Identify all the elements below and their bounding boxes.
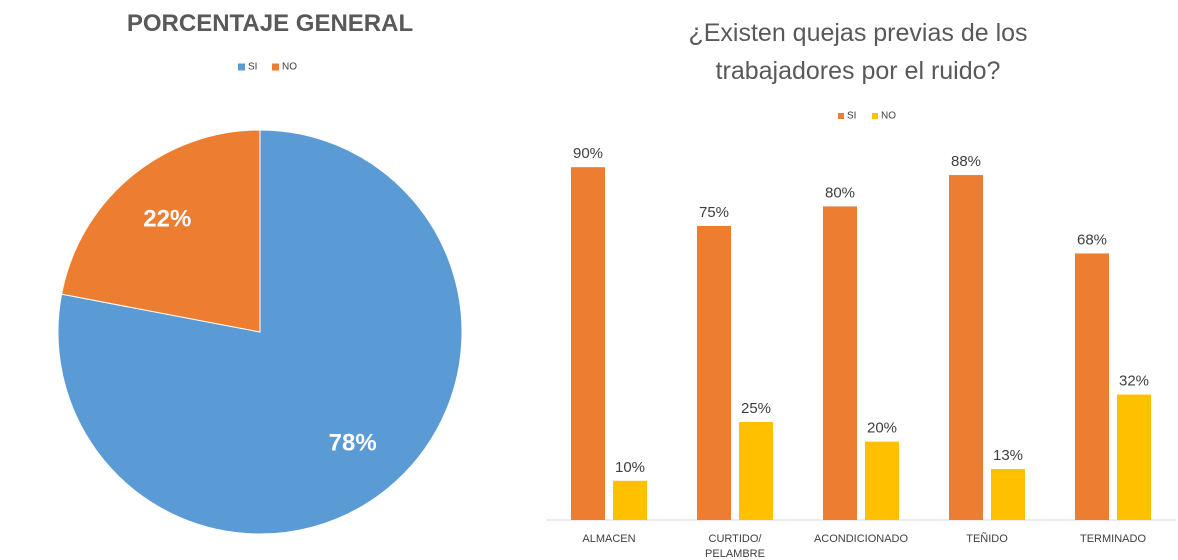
bar [571, 167, 605, 520]
bar [865, 441, 899, 520]
data-label: 32% [1119, 373, 1149, 390]
data-label: 25% [741, 400, 771, 417]
x-tick-label: TEÑIDO [966, 533, 1008, 545]
bar [991, 469, 1025, 520]
bar [949, 175, 983, 521]
data-label: 13% [993, 447, 1023, 464]
data-label: 20% [867, 420, 897, 437]
legend-label: SI [248, 62, 257, 73]
pie-slice [60, 129, 261, 333]
legend-label: SI [847, 111, 856, 122]
data-label: 78% [329, 429, 377, 456]
legend-label: NO [881, 111, 896, 122]
data-label: 80% [825, 184, 855, 201]
x-tick-label: ALMACEN [582, 533, 636, 545]
legend-swatch [838, 113, 844, 119]
data-label: 10% [615, 459, 645, 476]
x-tick-label: TERMINADO [1080, 533, 1146, 545]
data-label: 88% [951, 153, 981, 170]
data-label: 22% [143, 205, 191, 232]
data-label: 75% [699, 204, 729, 221]
pie-title: PORCENTAJE GENERAL [126, 10, 414, 37]
legend-label: NO [282, 62, 297, 73]
bar [1117, 394, 1151, 520]
bar-title: ¿Existen quejas previas de los trabajado… [688, 19, 1028, 85]
legend-swatch [238, 63, 245, 71]
x-tick-label: CURTIDO/ PELAMBRE [705, 533, 765, 560]
bar [697, 226, 731, 520]
legend-swatch [272, 63, 279, 71]
data-label: 90% [573, 145, 603, 162]
x-tick-label: ACONDICIONADO [813, 533, 909, 545]
bar [613, 480, 647, 520]
bar [823, 206, 857, 520]
data-label: 68% [1077, 231, 1107, 248]
legend-swatch [872, 113, 878, 119]
bar [1075, 253, 1109, 520]
bar [739, 422, 773, 520]
